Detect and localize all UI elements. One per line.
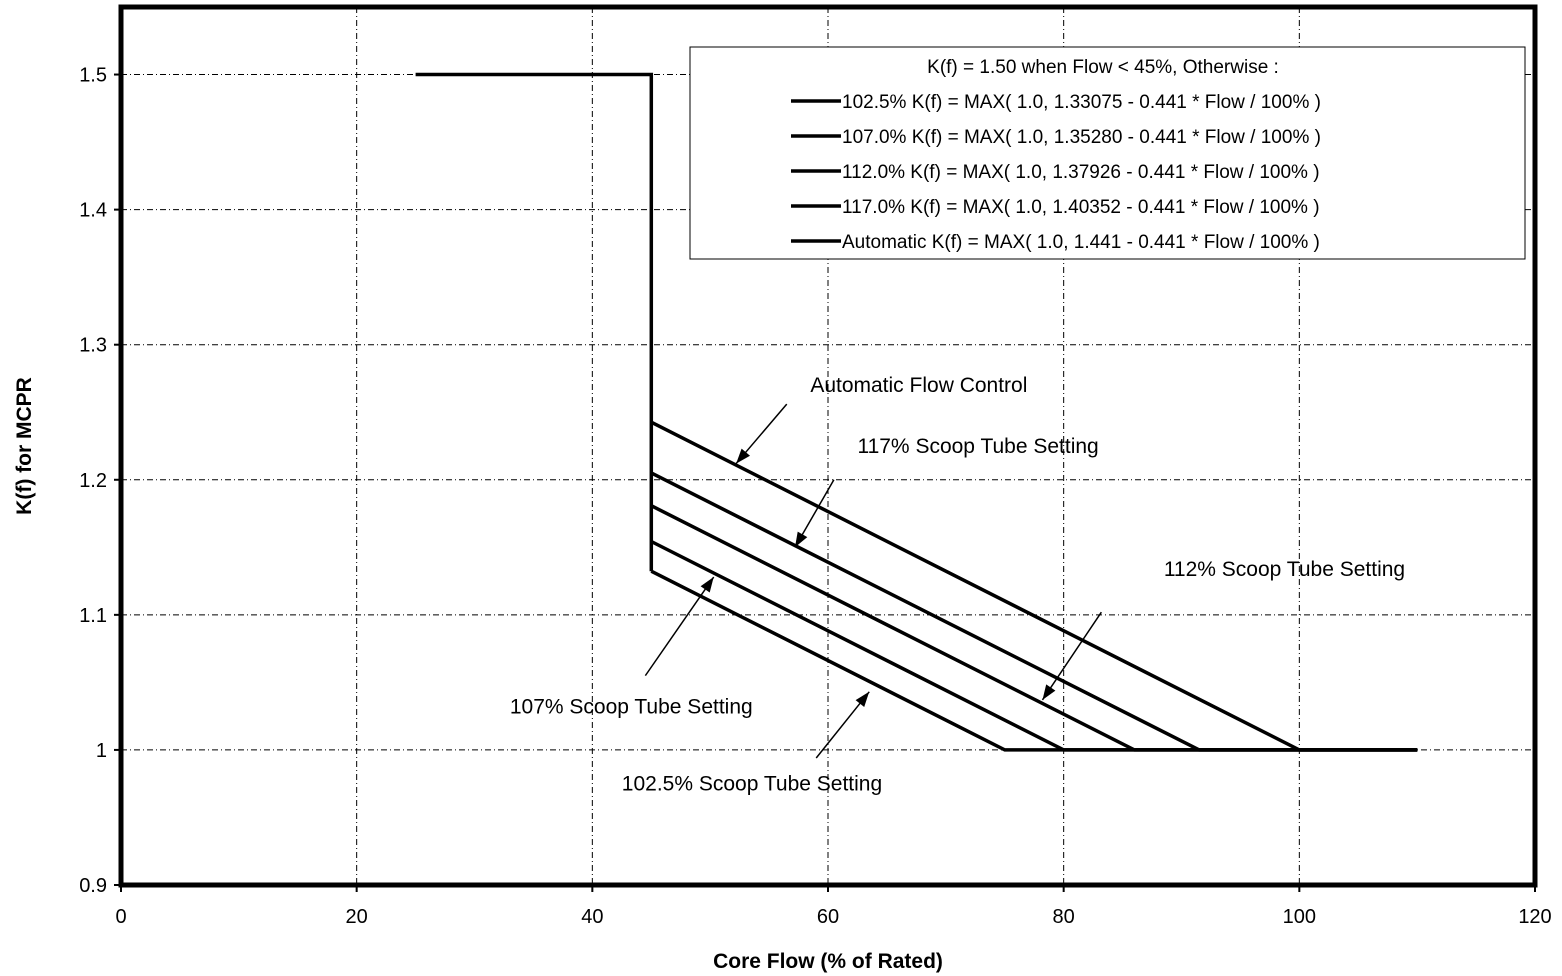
annotation-label-0: Automatic Flow Control [810, 374, 1027, 397]
annotation-label-1: 117% Scoop Tube Setting [857, 435, 1098, 458]
legend-entry-4: Automatic K(f) = MAX( 1.0, 1.441 - 0.441… [842, 232, 1320, 253]
annotation-arrowhead-0 [736, 448, 750, 464]
x-tick-label: 0 [115, 906, 126, 928]
plot-frame [118, 4, 1538, 888]
x-tick-label: 100 [1283, 906, 1316, 928]
x-axis-title: Core Flow (% of Rated) [713, 950, 943, 973]
legend-entry-1: 107.0% K(f) = MAX( 1.0, 1.35280 - 0.441 … [842, 127, 1321, 148]
y-axis-ticks: 0.9 1 1.1 1.2 1.3 1.4 1.5 [79, 65, 121, 897]
annotations: Automatic Flow Control 117% Scoop Tube Se… [510, 374, 1405, 795]
y-tick-label: 1 [96, 740, 107, 762]
y-tick-label: 0.9 [79, 875, 107, 897]
y-tick-label: 1.2 [79, 470, 107, 492]
legend-entry-3: 117.0% K(f) = MAX( 1.0, 1.40352 - 0.441 … [842, 197, 1320, 218]
annotation-arrowhead-2 [1042, 684, 1056, 700]
annotation-arrow-line-3 [644, 576, 715, 677]
legend-header: K(f) = 1.50 when Flow < 45%, Otherwise : [927, 57, 1279, 78]
legend-entry-0: 102.5% K(f) = MAX( 1.0, 1.33075 - 0.441 … [842, 92, 1321, 113]
step-line [415, 72, 654, 572]
x-tick-label: 60 [817, 906, 839, 928]
legend: K(f) = 1.50 when Flow < 45%, Otherwise :… [689, 46, 1526, 260]
y-tick-label: 1.4 [79, 200, 107, 222]
annotation-label-4: 102.5% Scoop Tube Setting [622, 773, 882, 796]
x-tick-label: 40 [581, 906, 603, 928]
x-tick-label: 20 [346, 906, 368, 928]
series-lines [415, 72, 1418, 752]
y-tick-label: 1.3 [79, 335, 107, 357]
x-tick-label: 120 [1518, 906, 1551, 928]
annotation-label-3: 107% Scoop Tube Setting [510, 696, 753, 719]
series-line-3 [650, 471, 1418, 752]
annotation-label-2: 112% Scoop Tube Setting [1164, 558, 1405, 581]
annotation-arrowhead-1 [795, 531, 808, 548]
x-tick-label: 80 [1053, 906, 1075, 928]
annotation-arrowhead-4 [855, 691, 870, 707]
annotation-arrow-line-2 [1041, 611, 1102, 701]
y-tick-label: 1.1 [79, 605, 107, 627]
y-axis-title: K(f) for MCPR [13, 377, 36, 515]
x-axis-ticks: 0 20 40 60 80 100 120 [115, 885, 1552, 928]
y-tick-label: 1.5 [79, 65, 107, 87]
legend-entry-2: 112.0% K(f) = MAX( 1.0, 1.37926 - 0.441 … [842, 162, 1320, 183]
legend-box [689, 46, 1526, 260]
annotation-arrowhead-3 [700, 577, 714, 593]
series-line-4 [650, 420, 1418, 752]
